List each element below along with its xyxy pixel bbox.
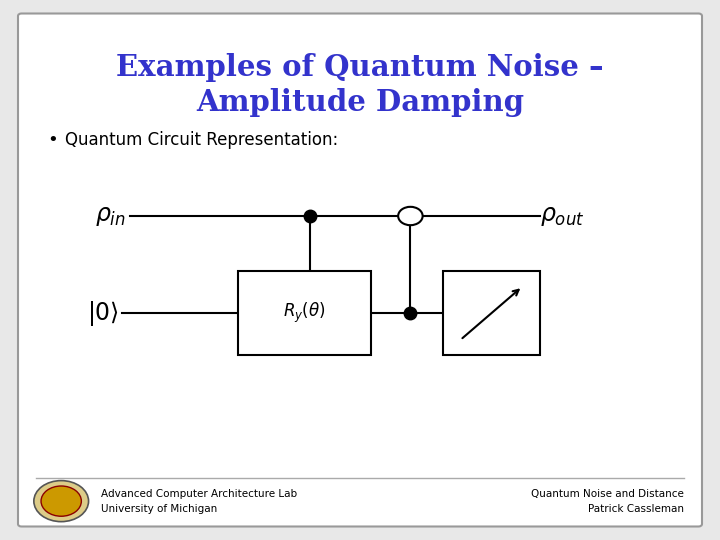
Text: Amplitude Damping: Amplitude Damping: [196, 88, 524, 117]
Text: Patrick Cassleman: Patrick Cassleman: [588, 504, 684, 514]
Text: Examples of Quantum Noise –: Examples of Quantum Noise –: [116, 53, 604, 82]
Bar: [238, 271, 371, 355]
Bar: [443, 271, 540, 355]
Circle shape: [41, 486, 81, 516]
Text: Quantum Circuit Representation:: Quantum Circuit Representation:: [65, 131, 338, 150]
Text: $\rho_{in}$: $\rho_{in}$: [95, 204, 126, 228]
Text: •: •: [47, 131, 58, 150]
Circle shape: [398, 207, 423, 225]
Text: Quantum Noise and Distance: Quantum Noise and Distance: [531, 489, 684, 499]
Text: University of Michigan: University of Michigan: [101, 504, 217, 514]
Text: $R_y(\theta)$: $R_y(\theta)$: [283, 301, 325, 325]
Text: $\rho_{out}$: $\rho_{out}$: [540, 204, 585, 228]
Text: Advanced Computer Architecture Lab: Advanced Computer Architecture Lab: [101, 489, 297, 499]
Circle shape: [34, 481, 89, 522]
Text: $|0\rangle$: $|0\rangle$: [86, 299, 119, 328]
